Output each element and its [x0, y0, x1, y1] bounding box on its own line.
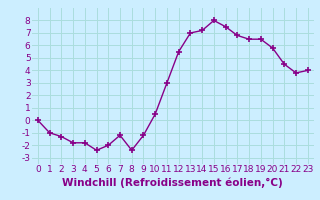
- X-axis label: Windchill (Refroidissement éolien,°C): Windchill (Refroidissement éolien,°C): [62, 177, 283, 188]
